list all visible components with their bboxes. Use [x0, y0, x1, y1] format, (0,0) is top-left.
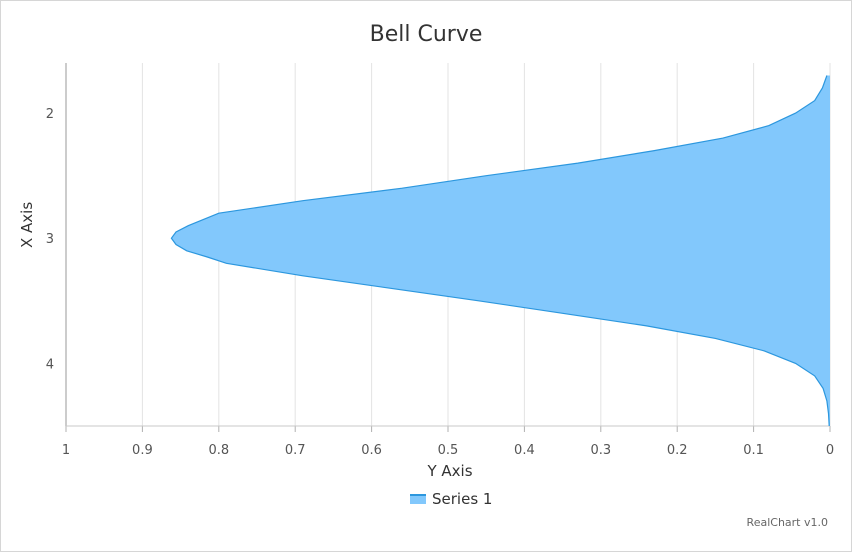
x-axis-title: X Axis	[18, 201, 36, 248]
y-tick-label-9: 0.1	[743, 443, 764, 458]
series-line-1	[170, 75, 830, 427]
y-tick-label-4: 0.6	[361, 443, 382, 458]
x-tick-label-0: 2	[46, 107, 54, 122]
x-tick-label-1: 3	[46, 232, 54, 247]
credits-label: RealChart v1.0	[746, 516, 828, 529]
y-tick-label-7: 0.3	[590, 443, 611, 458]
y-tick-label-10: 0	[826, 443, 834, 458]
y-tick-label-1: 0.9	[132, 443, 153, 458]
y-tick-label-8: 0.2	[667, 443, 688, 458]
y-tick-label-5: 0.5	[438, 443, 459, 458]
legend-swatch-series-1	[410, 494, 426, 504]
y-tick-label-3: 0.7	[285, 443, 306, 458]
series-area-1	[171, 75, 830, 426]
chart-title: Bell Curve	[369, 22, 483, 47]
y-tick-label-6: 0.4	[514, 443, 535, 458]
legend[interactable]: Series 1	[410, 490, 492, 508]
y-tick-label-0: 1	[62, 443, 70, 458]
legend-label-series-1: Series 1	[432, 490, 493, 508]
x-tick-label-2: 4	[46, 357, 54, 372]
y-tick-label-2: 0.8	[208, 443, 229, 458]
